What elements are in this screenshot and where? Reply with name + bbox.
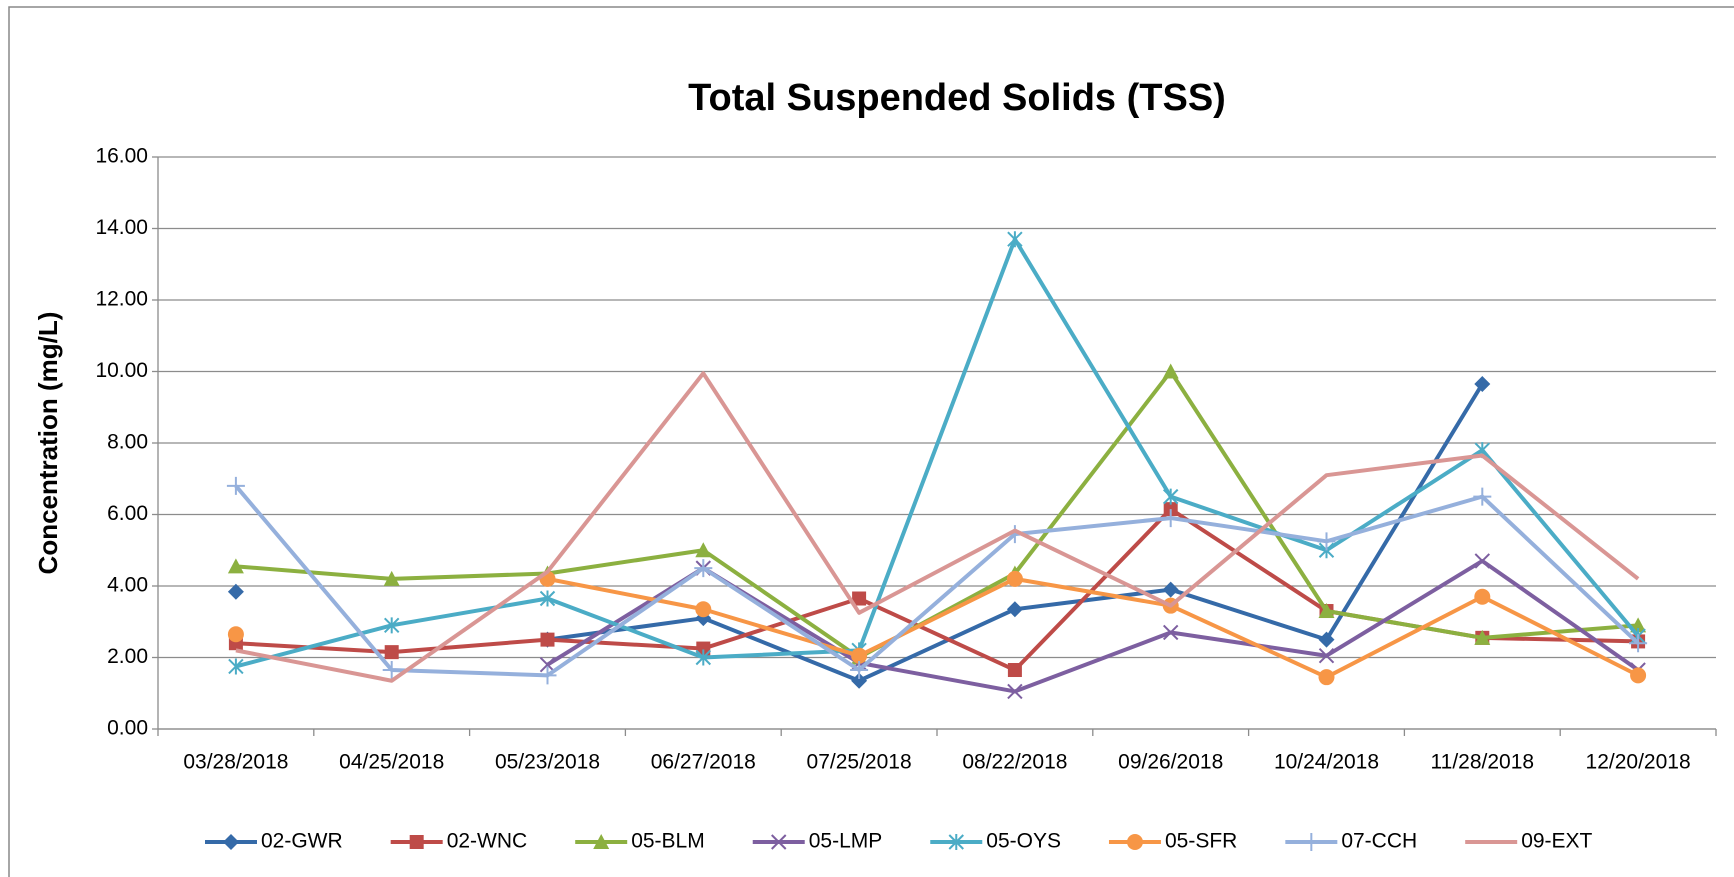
legend-marker — [948, 834, 964, 850]
data-point — [696, 641, 711, 656]
legend-item: 05-OYS — [930, 830, 1061, 853]
series-line — [547, 576, 1640, 680]
y-tick-label: 2.00 — [107, 645, 148, 668]
data-point — [226, 476, 245, 495]
chart-title: Total Suspended Solids (TSS) — [688, 77, 1226, 119]
series-line — [235, 371, 1640, 683]
data-point — [1474, 588, 1491, 605]
x-tick-label: 10/24/2018 — [1274, 751, 1379, 774]
legend-label: 02-WNC — [447, 830, 528, 853]
x-tick-label: 05/23/2018 — [495, 751, 600, 774]
y-tick-label: 8.00 — [107, 431, 148, 454]
x-tick-label: 07/25/2018 — [807, 751, 912, 774]
legend-marker — [1126, 834, 1143, 850]
legend-marker — [1302, 833, 1321, 851]
legend-marker — [223, 834, 239, 850]
legend-item: 05-BLM — [575, 830, 705, 853]
y-tick-label: 12.00 — [95, 288, 148, 311]
data-point — [1162, 363, 1179, 379]
y-tick-label: 10.00 — [95, 359, 148, 382]
legend-marker — [771, 834, 787, 850]
data-point — [1630, 667, 1647, 684]
data-point — [382, 661, 401, 680]
y-tick-label: 16.00 — [95, 145, 148, 168]
series-line — [234, 484, 1640, 678]
legend-label: 05-LMP — [809, 830, 883, 853]
data-point — [227, 626, 244, 643]
data-point — [1317, 532, 1336, 551]
data-point — [384, 645, 399, 660]
chart-border — [8, 6, 1734, 877]
legend-marker — [593, 834, 610, 849]
data-point — [1318, 603, 1335, 619]
data-point — [1629, 634, 1648, 653]
legend-label: 02-GWR — [261, 830, 343, 853]
data-point — [1162, 624, 1179, 641]
legend-marker — [409, 835, 424, 849]
x-tick-label: 09/26/2018 — [1118, 751, 1223, 774]
y-tick-label: 4.00 — [107, 574, 148, 597]
y-tick-label: 6.00 — [107, 502, 148, 525]
y-tick-label: 0.00 — [107, 717, 148, 740]
x-tick-label: 03/28/2018 — [183, 751, 288, 774]
data-point — [1473, 487, 1492, 506]
data-point — [227, 558, 244, 574]
legend-label: 09-EXT — [1521, 830, 1592, 853]
x-tick-label: 06/27/2018 — [651, 751, 756, 774]
x-tick-label: 08/22/2018 — [962, 751, 1067, 774]
data-point — [1007, 231, 1023, 248]
legend-item: 02-WNC — [390, 830, 528, 853]
data-point — [1318, 669, 1335, 686]
data-point — [228, 658, 244, 675]
series-line — [235, 237, 1640, 669]
legend-item: 09-EXT — [1465, 830, 1593, 853]
data-point — [1161, 509, 1180, 528]
data-point — [1474, 376, 1491, 393]
data-point — [851, 672, 868, 689]
data-point — [1006, 570, 1023, 587]
series-line — [546, 558, 1640, 694]
data-point — [538, 666, 557, 685]
x-tick-label: 11/28/2018 — [1431, 751, 1535, 774]
legend-item: 07-CCH — [1285, 830, 1417, 853]
data-point — [383, 617, 400, 634]
data-point — [1162, 488, 1179, 505]
legend-label: 05-SFR — [1165, 830, 1237, 853]
data-point — [695, 601, 712, 618]
data-point — [540, 632, 555, 647]
x-tick-label: 04/25/2018 — [339, 751, 444, 774]
data-point — [1162, 581, 1179, 598]
legend-item: 05-SFR — [1108, 830, 1237, 853]
data-point — [227, 583, 244, 600]
data-point — [539, 656, 556, 673]
legend-label: 05-BLM — [631, 830, 705, 853]
legend-label: 07-CCH — [1341, 830, 1417, 853]
data-point — [1474, 629, 1491, 645]
x-tick-label: 12/20/2018 — [1586, 751, 1691, 774]
data-point — [539, 590, 556, 607]
legend-item: 02-GWR — [205, 830, 343, 853]
y-tick-label: 14.00 — [95, 216, 148, 239]
data-point — [1006, 601, 1023, 618]
y-axis-title: Concentration (mg/L) — [33, 312, 63, 575]
data-point — [851, 647, 868, 664]
data-point — [383, 570, 400, 586]
data-point — [1318, 631, 1335, 648]
legend-item: 05-LMP — [752, 830, 883, 853]
data-point — [1474, 553, 1491, 569]
data-point — [694, 559, 713, 578]
data-point — [695, 542, 712, 558]
data-point — [1007, 663, 1022, 678]
legend-label: 05-OYS — [986, 830, 1061, 853]
data-point — [852, 591, 867, 606]
data-point — [850, 661, 869, 680]
data-point — [695, 649, 712, 666]
data-point — [1007, 683, 1023, 700]
data-point — [1318, 648, 1335, 664]
